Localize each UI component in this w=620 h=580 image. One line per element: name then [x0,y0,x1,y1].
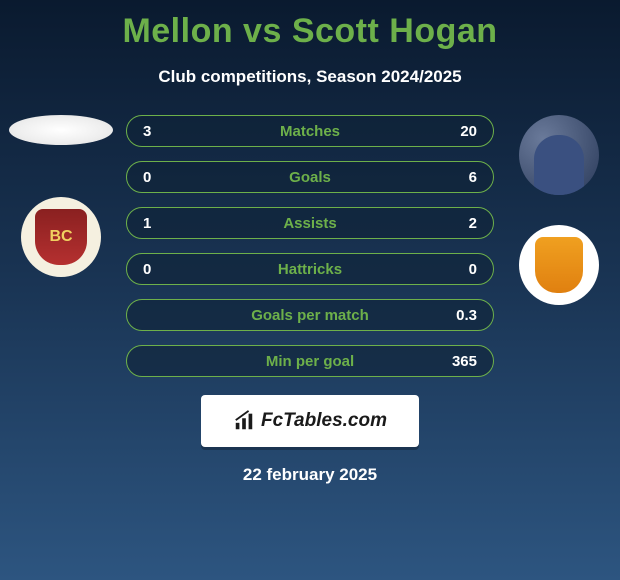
stat-left-value: 3 [143,123,183,140]
stat-label: Goals [183,169,437,186]
player-left-avatar [9,115,113,145]
stat-label: Min per goal [183,353,437,370]
stat-right-value: 0 [437,261,477,278]
stat-row: 0 Goals 6 [126,161,494,193]
stats-list: 3 Matches 20 0 Goals 6 1 Assists 2 0 Hat… [126,115,494,377]
brand-logo: FcTables.com [201,395,419,447]
stat-right-value: 2 [437,215,477,232]
left-column: BC [6,115,116,277]
footer-date: 22 february 2025 [0,465,620,485]
club-right-logo [519,225,599,305]
stat-label: Matches [183,123,437,140]
stat-row: Min per goal 365 [126,345,494,377]
stat-row: 3 Matches 20 [126,115,494,147]
stat-right-value: 365 [437,353,477,370]
stat-row: 0 Hattricks 0 [126,253,494,285]
player-right-avatar [519,115,599,195]
right-column [504,115,614,305]
club-left-shield: BC [35,209,87,265]
club-left-logo: BC [21,197,101,277]
stat-left-value: 0 [143,261,183,278]
stat-label: Assists [183,215,437,232]
stat-left-value: 0 [143,169,183,186]
stat-right-value: 0.3 [437,307,477,324]
chart-icon [233,410,255,432]
page-title: Mellon vs Scott Hogan [0,0,620,51]
brand-name: FcTables.com [261,410,387,432]
comparison-content: BC 3 Matches 20 0 Goals 6 1 Assists 2 0 … [0,115,620,377]
player-right-silhouette [534,135,584,195]
stat-right-value: 6 [437,169,477,186]
club-right-shield [535,237,583,293]
page-subtitle: Club competitions, Season 2024/2025 [0,67,620,87]
stat-row: Goals per match 0.3 [126,299,494,331]
stat-label: Goals per match [183,307,437,324]
stat-right-value: 20 [437,123,477,140]
stat-left-value: 1 [143,215,183,232]
stat-label: Hattricks [183,261,437,278]
stat-row: 1 Assists 2 [126,207,494,239]
